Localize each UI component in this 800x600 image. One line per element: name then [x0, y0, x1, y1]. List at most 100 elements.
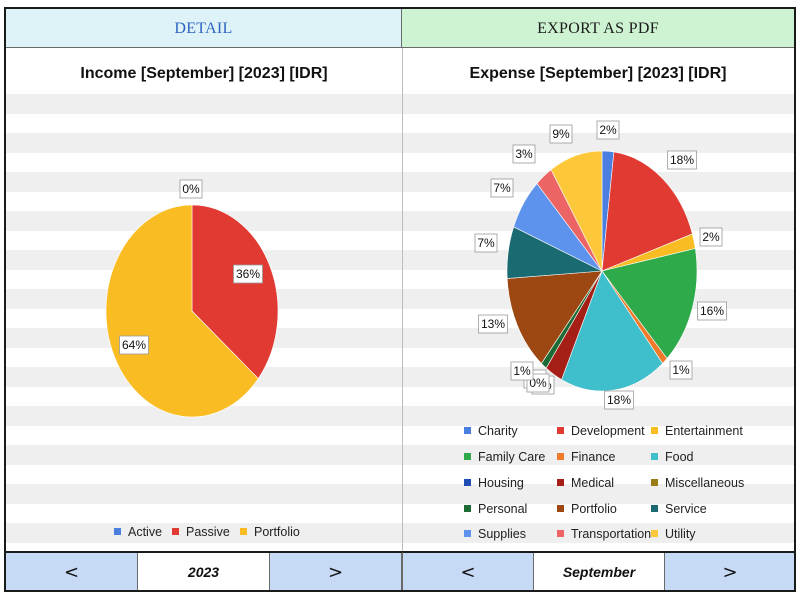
legend-label: Development — [571, 424, 645, 438]
legend-swatch — [651, 530, 658, 537]
expense-slice-development — [601, 151, 693, 272]
export-pdf-button[interactable]: EXPORT AS PDF — [402, 9, 794, 48]
legend-label: Passive — [186, 525, 230, 539]
expense-legend-item: Charity — [464, 423, 518, 439]
expense-legend-item: Supplies — [464, 526, 526, 542]
legend-label: Food — [665, 450, 694, 464]
income-label-passive: 36% — [233, 264, 263, 284]
expense-legend-item: Utility — [651, 526, 696, 542]
expense-slice-utility — [550, 150, 603, 272]
legend-swatch — [114, 528, 121, 535]
next-month-button[interactable]: > — [665, 553, 794, 590]
legend-swatch — [557, 505, 564, 512]
expense-label-charity: 2% — [596, 120, 620, 140]
legend-label: Utility — [665, 527, 696, 541]
svg-text:9%: 9% — [552, 127, 570, 141]
svg-text:64%: 64% — [122, 338, 146, 352]
legend-label: Family Care — [478, 450, 546, 464]
legend-swatch — [651, 453, 658, 460]
income-legend-item: Active — [114, 524, 162, 540]
svg-text:3%: 3% — [515, 147, 533, 161]
income-pie — [105, 204, 279, 418]
prev-year-button[interactable]: < — [6, 553, 138, 590]
expense-label-finance: 1% — [669, 360, 693, 380]
expense-legend-item: Entertainment — [651, 423, 743, 439]
expense-chart-title: Expense [September] [2023] [IDR] — [469, 65, 727, 82]
expense-slice-portfolio — [506, 270, 603, 364]
month-value: September — [534, 553, 665, 590]
legend-swatch — [464, 453, 471, 460]
legend-swatch — [464, 479, 471, 486]
legend-label: Miscellaneous — [665, 476, 745, 490]
legend-label: Supplies — [478, 527, 526, 541]
legend-swatch — [557, 530, 564, 537]
expense-label-supplies: 7% — [490, 178, 514, 198]
expense-label-portfolio: 13% — [478, 314, 508, 334]
expense-label-transportation: 3% — [512, 144, 536, 164]
expense-label-family-care: 16% — [697, 301, 727, 321]
prev-month-button[interactable]: < — [403, 553, 534, 590]
expense-legend-item: Medical — [557, 475, 614, 491]
income-slice-portfolio — [105, 204, 259, 418]
legend-label: Personal — [478, 502, 528, 516]
legend-swatch — [651, 505, 658, 512]
legend-label: Transportation — [571, 527, 652, 541]
legend-swatch — [651, 427, 658, 434]
svg-text:0%: 0% — [182, 182, 200, 196]
svg-text:2%: 2% — [599, 123, 617, 137]
expense-legend-item: Miscellaneous — [651, 475, 744, 491]
legend-swatch — [464, 530, 471, 537]
expense-label-food: 18% — [604, 390, 634, 410]
month-navigator: < September > — [402, 551, 794, 590]
expense-legend-item: Transportation — [557, 526, 651, 542]
income-slice-passive — [191, 204, 279, 380]
svg-text:7%: 7% — [493, 181, 511, 195]
year-navigator: < 2023 > — [6, 551, 402, 590]
next-year-button[interactable]: > — [270, 553, 402, 590]
expense-legend-item: Family Care — [464, 449, 545, 465]
year-value: 2023 — [138, 553, 270, 590]
app-frame: DETAIL EXPORT AS PDF Income [September] … — [4, 7, 796, 592]
legend-label: Portfolio — [254, 525, 300, 539]
legend-swatch — [557, 453, 564, 460]
expense-label-development: 18% — [667, 150, 697, 170]
row-stripe — [6, 484, 794, 504]
legend-label: Active — [128, 525, 163, 539]
legend-swatch — [557, 479, 564, 486]
legend-label: Charity — [478, 424, 518, 438]
svg-text:1%: 1% — [672, 363, 690, 377]
detail-button[interactable]: DETAIL — [6, 9, 402, 48]
expense-legend-item: Development — [557, 423, 645, 439]
expense-legend-item: Finance — [557, 449, 615, 465]
svg-text:0%: 0% — [529, 376, 547, 390]
income-label-active: 0% — [179, 179, 203, 199]
expense-slice-family-care — [601, 248, 698, 359]
legend-swatch — [464, 505, 471, 512]
legend-label: Entertainment — [665, 424, 743, 438]
panel-divider — [402, 48, 403, 551]
expense-pie — [506, 150, 698, 392]
svg-text:18%: 18% — [670, 153, 694, 167]
legend-swatch — [557, 427, 564, 434]
expense-legend-item: Housing — [464, 475, 524, 491]
svg-text:18%: 18% — [607, 393, 631, 407]
expense-label-personal: 1% — [510, 361, 534, 381]
income-chart-title: Income [September] [2023] [IDR] — [80, 65, 328, 82]
svg-text:2%: 2% — [702, 230, 720, 244]
legend-swatch — [240, 528, 247, 535]
svg-text:36%: 36% — [236, 267, 260, 281]
row-stripe — [6, 445, 794, 465]
legend-label: Service — [665, 502, 707, 516]
expense-label-entertainment: 2% — [699, 227, 723, 247]
legend-swatch — [172, 528, 179, 535]
expense-legend-item: Personal — [464, 501, 527, 517]
svg-text:16%: 16% — [700, 304, 724, 318]
legend-label: Housing — [478, 476, 524, 490]
legend-label: Finance — [571, 450, 616, 464]
svg-text:13%: 13% — [481, 317, 505, 331]
expense-label-utility: 9% — [549, 124, 573, 144]
expense-slice-food — [561, 270, 663, 392]
svg-text:1%: 1% — [513, 364, 531, 378]
expense-legend-item: Food — [651, 449, 694, 465]
row-stripe — [6, 523, 794, 543]
